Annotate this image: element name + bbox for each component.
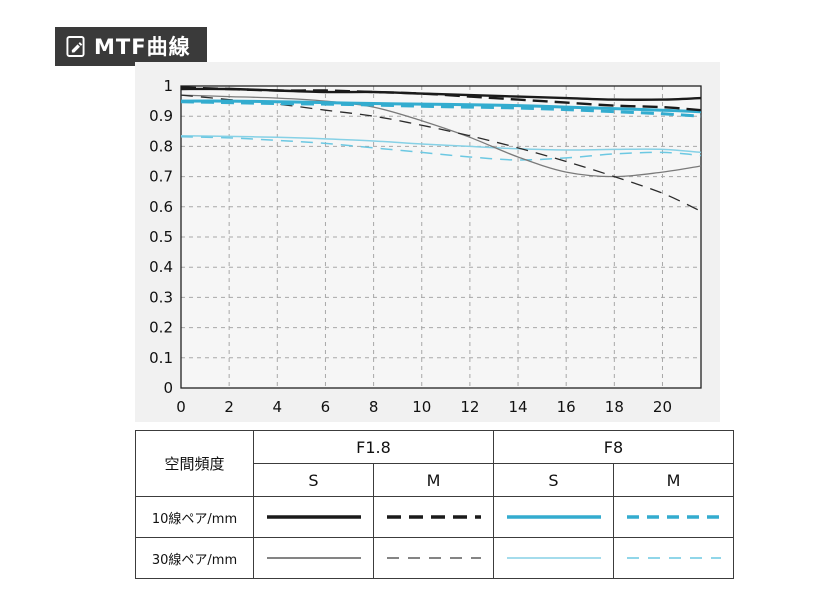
mtf-title-badge: MTF曲線 bbox=[55, 27, 207, 66]
svg-text:0.6: 0.6 bbox=[149, 198, 173, 216]
line-sample-f18-m-30 bbox=[375, 552, 492, 564]
svg-text:14: 14 bbox=[508, 398, 527, 416]
svg-text:0.2: 0.2 bbox=[149, 319, 173, 337]
svg-text:0.5: 0.5 bbox=[149, 228, 173, 246]
chart-document-icon bbox=[66, 35, 85, 58]
svg-text:0.1: 0.1 bbox=[149, 349, 173, 367]
group-header-f18: F1.8 bbox=[253, 430, 494, 464]
svg-text:1: 1 bbox=[163, 77, 173, 95]
page-title: MTF曲線 bbox=[94, 35, 191, 59]
svg-text:0.9: 0.9 bbox=[149, 107, 173, 125]
svg-text:0.7: 0.7 bbox=[149, 168, 173, 186]
group-header-f8: F8 bbox=[493, 430, 734, 464]
line-sample-f8-m-30 bbox=[615, 552, 732, 564]
subcol-f8-m: M bbox=[613, 463, 734, 497]
svg-text:0.3: 0.3 bbox=[149, 288, 173, 306]
subcol-f18-m: M bbox=[373, 463, 494, 497]
svg-text:12: 12 bbox=[460, 398, 479, 416]
mtf-plot: 00.10.20.30.40.50.60.70.80.910 2 4 6 8 10 12 14… bbox=[149, 77, 702, 416]
svg-text:10: 10 bbox=[412, 398, 431, 416]
spatial-frequency-header: 空間頻度 bbox=[135, 430, 254, 497]
svg-text:0.8: 0.8 bbox=[149, 137, 173, 155]
line-sample-f18-s-10 bbox=[255, 511, 372, 523]
legend-table-wrap: 空間頻度 F1.8 F8 S M S M 10線ペア/mm 30線ペア/mm bbox=[135, 430, 734, 579]
line-sample-f18-s-30 bbox=[255, 552, 372, 564]
line-sample-f18-m-10 bbox=[375, 511, 492, 523]
svg-text:6: 6 bbox=[321, 398, 331, 416]
mtf-chart-panel: 0 0.1 0.2 0.3 0.4 0.5 0.6 0.7 0.8 0.9 1 0 2 4 6 8 10 12 14… bbox=[135, 62, 720, 422]
svg-text:0: 0 bbox=[163, 379, 173, 397]
svg-text:18: 18 bbox=[605, 398, 624, 416]
legend-table: 空間頻度 F1.8 F8 S M S M 10線ペア/mm 30線ペア/mm bbox=[135, 430, 734, 579]
legend-row-30lp: 30線ペア/mm bbox=[135, 537, 734, 579]
subcol-f18-s: S bbox=[253, 463, 374, 497]
legend-row-10lp: 10線ペア/mm bbox=[135, 496, 734, 538]
line-sample-f8-m-10 bbox=[615, 511, 732, 523]
svg-text:20: 20 bbox=[653, 398, 672, 416]
row-label-30lp: 30線ペア/mm bbox=[135, 537, 254, 579]
svg-text:0: 0 bbox=[176, 398, 186, 416]
svg-text:4: 4 bbox=[273, 398, 283, 416]
svg-text:16: 16 bbox=[557, 398, 576, 416]
svg-text:8: 8 bbox=[369, 398, 379, 416]
line-sample-f8-s-30 bbox=[495, 552, 612, 564]
line-sample-f8-s-10 bbox=[495, 511, 612, 523]
svg-text:2: 2 bbox=[224, 398, 234, 416]
row-label-10lp: 10線ペア/mm bbox=[135, 496, 254, 538]
subcol-f8-s: S bbox=[493, 463, 614, 497]
svg-text:0.4: 0.4 bbox=[149, 258, 173, 276]
